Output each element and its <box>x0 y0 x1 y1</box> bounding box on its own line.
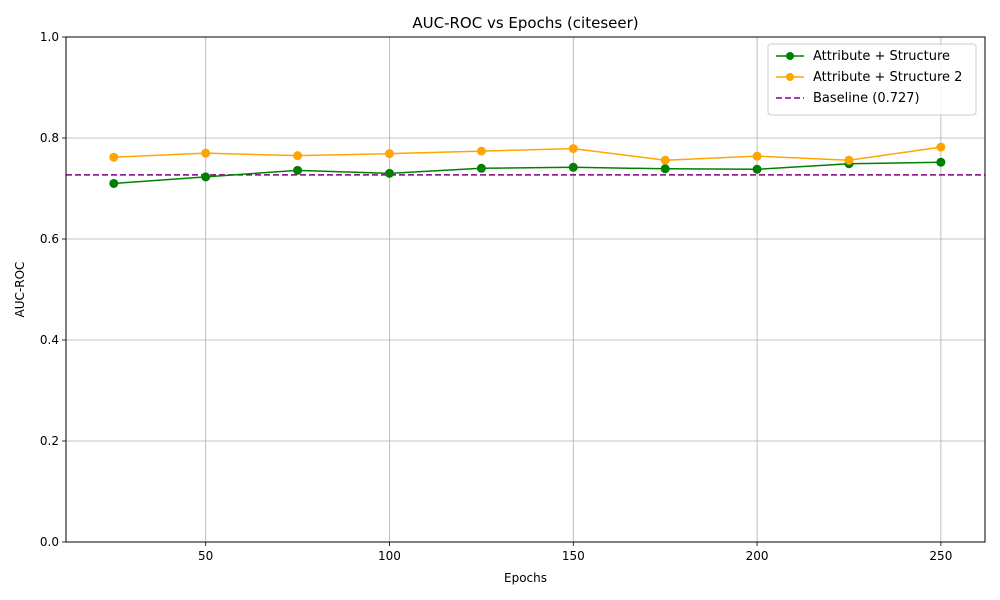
data-point <box>201 172 211 182</box>
legend-box <box>767 43 977 116</box>
series-line <box>113 161 941 185</box>
data-point <box>476 163 486 173</box>
y-tick-label: 0.2 <box>40 434 59 448</box>
x-tick-label: 200 <box>746 549 769 563</box>
data-point <box>660 155 670 165</box>
data-point <box>384 149 394 159</box>
data-point <box>660 164 670 174</box>
chart-title: AUC-ROC vs Epochs (citeseer) <box>412 14 638 32</box>
y-tick-label: 0.6 <box>40 232 59 246</box>
series-2 <box>109 142 946 165</box>
data-point <box>752 151 762 161</box>
data-point <box>844 155 854 165</box>
x-tick-label: 100 <box>378 549 401 563</box>
data-point <box>293 165 303 175</box>
y-tick-label: 0.0 <box>40 535 59 549</box>
data-point <box>752 164 762 174</box>
data-point <box>936 157 946 167</box>
legend-label: Attribute + Structure <box>813 49 950 64</box>
plot-frame <box>65 36 986 543</box>
legend: Attribute + Structure Attribute + Structu… <box>767 43 977 116</box>
y-tick-label: 0.4 <box>40 333 59 347</box>
data-point <box>109 178 119 188</box>
data-point <box>936 142 946 152</box>
series-line <box>113 146 941 161</box>
data-point <box>568 162 578 172</box>
x-tick-label: 50 <box>198 549 213 563</box>
x-axis-title: Epochs <box>504 571 547 585</box>
series-layer <box>109 142 946 188</box>
legend-swatch-marker <box>786 73 794 81</box>
data-point <box>201 148 211 158</box>
legend-label: Attribute + Structure 2 <box>813 70 962 85</box>
x-tick-label: 250 <box>929 549 952 563</box>
axis-ticks: 50 100 150 200 250 0.0 0.2 0.4 0.6 0.8 1.0 <box>40 30 952 563</box>
data-point <box>109 152 119 162</box>
y-tick-label: 1.0 <box>40 30 59 44</box>
data-point <box>476 146 486 156</box>
legend-label: Baseline (0.727) <box>813 91 920 106</box>
y-tick-label: 0.8 <box>40 131 59 145</box>
x-tick-label: 150 <box>562 549 585 563</box>
legend-swatch-marker <box>786 52 794 60</box>
data-point <box>384 168 394 178</box>
data-point <box>568 144 578 154</box>
data-point <box>293 151 303 161</box>
y-axis-title: AUC-ROC <box>13 262 27 318</box>
